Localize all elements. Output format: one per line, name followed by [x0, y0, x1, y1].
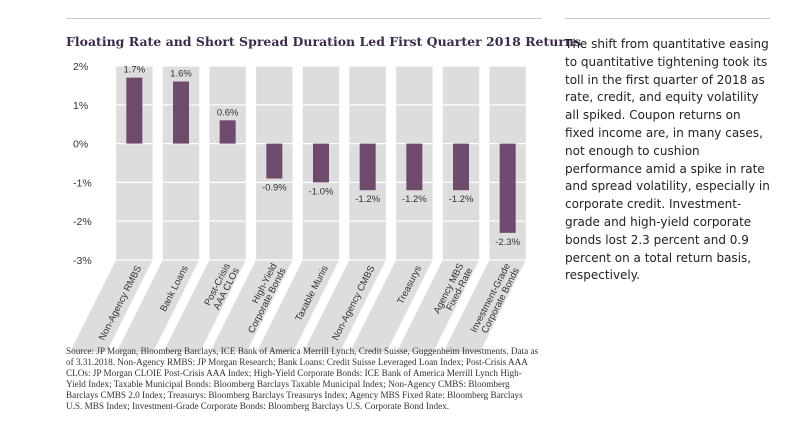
value-label: -1.2% [355, 194, 380, 205]
bar-4 [266, 143, 283, 179]
category-column-5 [256, 66, 340, 352]
y-tick-label: -3% [73, 255, 92, 267]
value-label: -1.2% [449, 194, 474, 205]
source-note: Source: JP Morgan, Bloomberg Barclays, I… [66, 346, 539, 411]
bar-9 [499, 143, 516, 233]
category-column-4 [210, 66, 293, 352]
bar-1 [126, 77, 143, 144]
value-label: 0.6% [217, 107, 239, 118]
value-label: 1.6% [170, 69, 192, 80]
bar-3 [219, 120, 236, 144]
top-rule-right [565, 18, 770, 19]
value-label: -2.3% [495, 237, 520, 248]
y-tick-label: 1% [73, 100, 88, 112]
category-column-8 [396, 66, 480, 352]
bar-7 [406, 143, 423, 191]
value-label: -1.2% [402, 194, 427, 205]
y-tick-label: -2% [73, 216, 92, 228]
bar-6 [359, 143, 376, 191]
category-column-7 [350, 66, 433, 352]
commentary-text: The shift from quantitative easing to qu… [565, 37, 770, 283]
category-column-9 [443, 66, 526, 352]
y-tick-label: -1% [73, 177, 92, 189]
chart-title: Floating Rate and Short Spread Duration … [66, 34, 582, 49]
top-rule-left [66, 18, 542, 19]
bar-8 [453, 143, 469, 191]
value-label: -0.9% [262, 183, 287, 194]
value-label: -1.0% [309, 186, 334, 197]
y-tick-label: 2% [73, 61, 88, 73]
value-label: 1.7% [124, 65, 146, 76]
bar-2 [173, 81, 189, 144]
y-tick-label: 0% [73, 139, 88, 151]
bar-5 [313, 143, 329, 183]
category-column-6 [303, 66, 386, 352]
